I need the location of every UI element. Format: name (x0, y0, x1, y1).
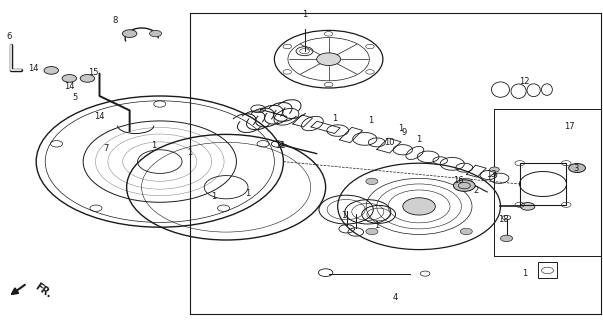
Circle shape (403, 198, 435, 215)
Text: 4: 4 (393, 293, 397, 302)
Circle shape (569, 164, 586, 172)
Text: 2: 2 (474, 186, 479, 195)
Text: 13: 13 (486, 170, 497, 179)
Circle shape (520, 203, 535, 210)
Circle shape (460, 228, 472, 235)
Bar (538, 262, 557, 278)
Text: 1: 1 (374, 221, 379, 230)
Text: 1: 1 (341, 212, 346, 220)
Text: 1: 1 (522, 269, 527, 278)
Text: 1: 1 (188, 148, 192, 156)
Text: 14: 14 (64, 82, 75, 91)
Circle shape (453, 180, 475, 191)
Text: 9: 9 (402, 128, 406, 137)
Circle shape (366, 178, 378, 185)
Text: 1: 1 (399, 124, 403, 132)
Circle shape (122, 30, 137, 37)
Text: 11: 11 (275, 141, 286, 150)
Text: 1: 1 (245, 189, 250, 198)
Circle shape (460, 178, 472, 185)
Text: 1: 1 (368, 116, 373, 124)
Text: 6: 6 (7, 32, 11, 41)
Text: 16: 16 (453, 176, 464, 185)
Text: 5: 5 (73, 93, 78, 102)
Text: 7: 7 (103, 144, 108, 153)
Text: 1: 1 (302, 10, 307, 19)
Circle shape (44, 67, 58, 74)
Text: 17: 17 (564, 122, 575, 131)
Text: FR.: FR. (33, 282, 54, 300)
Text: 1: 1 (151, 141, 156, 150)
Bar (520, 163, 566, 205)
Circle shape (150, 30, 162, 37)
Circle shape (80, 75, 95, 82)
Text: 14: 14 (28, 64, 39, 73)
Circle shape (317, 53, 341, 66)
Text: 18: 18 (498, 215, 509, 224)
Text: 1: 1 (332, 114, 337, 123)
Text: 1: 1 (417, 135, 421, 144)
Circle shape (490, 167, 499, 172)
Text: 8: 8 (112, 16, 117, 25)
Circle shape (366, 228, 378, 235)
Circle shape (500, 235, 513, 242)
Text: 14: 14 (94, 112, 105, 121)
Text: 15: 15 (88, 68, 99, 76)
Text: 10: 10 (384, 138, 394, 147)
Circle shape (62, 75, 77, 82)
Text: 12: 12 (519, 77, 530, 86)
Text: 3: 3 (573, 164, 578, 172)
Text: 1: 1 (212, 192, 216, 201)
